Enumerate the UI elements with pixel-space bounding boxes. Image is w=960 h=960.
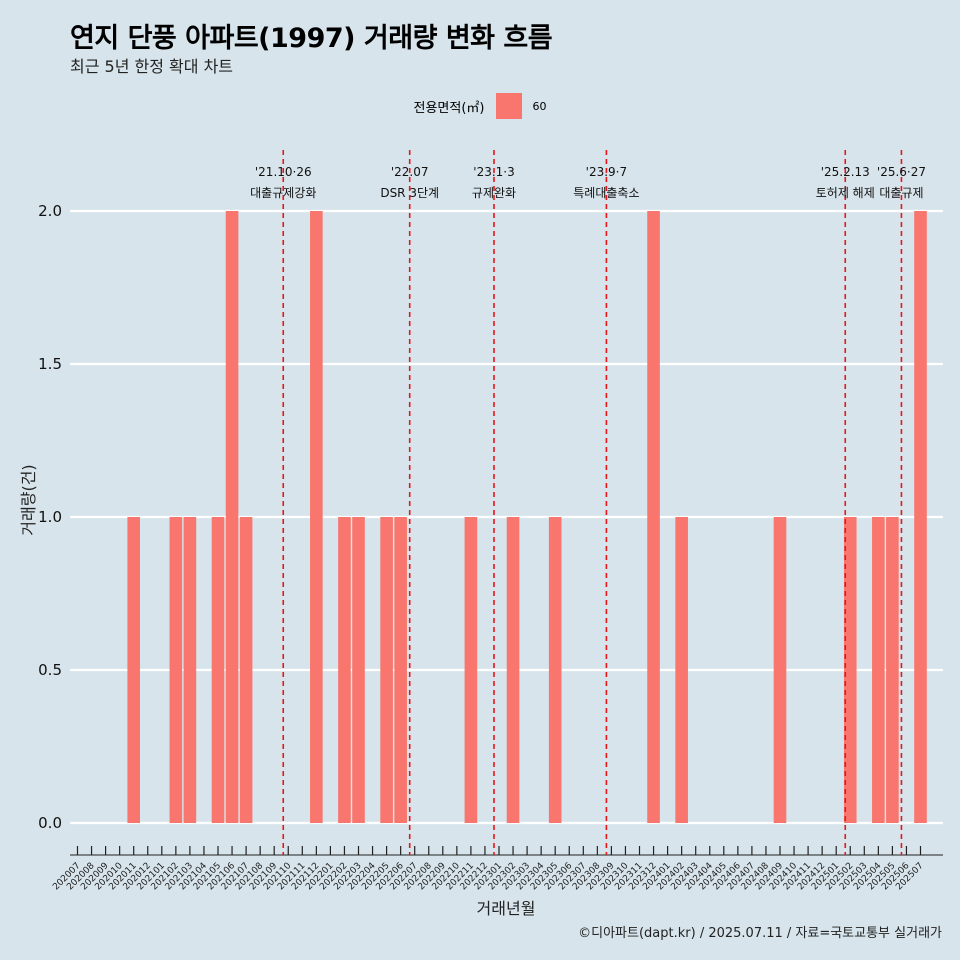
bar	[773, 517, 787, 823]
bar	[872, 517, 885, 823]
y-tick-label: 0.0	[38, 814, 62, 832]
bar	[394, 517, 407, 823]
bar	[506, 517, 520, 823]
source-caption: ©디아파트(dapt.kr) / 2025.07.11 / 자료=국토교통부 실…	[578, 926, 942, 941]
legend-swatch	[496, 93, 523, 119]
event-date-label: '21.10·26	[255, 165, 312, 179]
event-date-label: '23.1·3	[473, 165, 514, 179]
chart-subtitle: 최근 5년 한정 확대 차트	[70, 57, 234, 76]
bar	[225, 211, 239, 823]
bar	[239, 517, 253, 823]
bar	[647, 211, 660, 823]
bar	[548, 517, 562, 823]
bar	[886, 517, 899, 823]
bar	[127, 517, 140, 823]
bar	[464, 517, 478, 823]
bar	[310, 211, 323, 823]
event-date-label: '25.6·27	[877, 165, 926, 179]
bar	[211, 517, 225, 823]
event-name-label: 대출규제강화	[250, 186, 316, 200]
legend-item-label: 60	[532, 99, 547, 113]
y-tick-label: 2.0	[38, 202, 62, 220]
event-date-label: '22.07	[391, 165, 429, 179]
bar	[169, 517, 183, 823]
bar	[338, 517, 351, 823]
event-name-label: DSR 3단계	[380, 186, 439, 200]
event-date-label: '23.9·7	[586, 165, 627, 179]
legend: 전용면적(㎡) 60	[0, 93, 960, 119]
bar	[914, 211, 927, 823]
event-name-label: 규제완화	[472, 186, 516, 200]
bar	[183, 517, 197, 823]
y-axis-title: 거래량(건)	[19, 464, 38, 535]
y-tick-label: 1.0	[38, 508, 62, 526]
event-name-label: 토허제 해제	[816, 186, 875, 200]
event-name-label: 특례대출축소	[573, 186, 639, 200]
event-name-label: 대출규제	[879, 186, 923, 200]
bar	[380, 517, 393, 823]
bar	[843, 517, 857, 823]
event-date-label: '25.2.13	[821, 165, 870, 179]
x-axis-title: 거래년월	[477, 899, 536, 918]
y-tick-label: 1.5	[38, 355, 62, 373]
y-tick-label: 0.5	[38, 661, 62, 679]
bar	[352, 517, 365, 823]
legend-title: 전용면적(㎡)	[413, 100, 485, 116]
chart-title: 연지 단풍 아파트(1997) 거래량 변화 흐름	[70, 23, 553, 54]
bar	[675, 517, 688, 823]
